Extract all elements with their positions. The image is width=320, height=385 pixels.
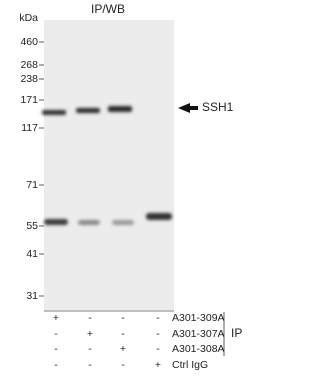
blot — [44, 20, 174, 310]
band — [112, 220, 134, 225]
group-label: IP — [231, 326, 242, 340]
marker-label: 71 — [26, 179, 38, 191]
cell: - — [156, 343, 160, 355]
cell: + — [155, 359, 161, 371]
cell: + — [53, 312, 59, 324]
band — [108, 106, 132, 112]
cell: + — [120, 343, 126, 355]
row-label: A301-309A — [172, 312, 225, 324]
marker-label: 268 — [20, 59, 38, 71]
arrow — [178, 103, 198, 113]
band — [76, 108, 100, 113]
cell: - — [121, 328, 125, 340]
cell: - — [54, 328, 58, 340]
band-label: SSH1 — [202, 100, 234, 114]
band — [78, 220, 100, 225]
cell: - — [88, 312, 92, 324]
marker-label: 171 — [20, 94, 38, 106]
cell: - — [121, 312, 125, 324]
figure: IP/WB kDa SSH1 IP 460 268 238 171 117 71 55 41 3… — [19, 2, 242, 371]
cell: + — [87, 328, 93, 340]
cell: - — [88, 343, 92, 355]
title: IP/WB — [91, 2, 125, 16]
cell: - — [54, 343, 58, 355]
bands — [42, 106, 172, 225]
cell: - — [156, 328, 160, 340]
band — [42, 110, 66, 115]
unit-label: kDa — [19, 12, 38, 24]
row-label: A301-308A — [172, 343, 225, 355]
marker-label: 460 — [20, 36, 38, 48]
row-label: A301-307A — [172, 328, 225, 340]
cell: - — [54, 359, 58, 371]
marker-label: 117 — [21, 122, 38, 134]
marker-label: 238 — [20, 73, 38, 85]
row-label: Ctrl IgG — [172, 359, 208, 371]
cell: - — [88, 359, 92, 371]
band — [146, 213, 172, 220]
marker-label: 31 — [26, 290, 38, 302]
cell: - — [156, 312, 160, 324]
band — [44, 219, 68, 225]
marker-label: 41 — [26, 248, 38, 260]
cell: - — [121, 359, 125, 371]
marker-label: 55 — [26, 220, 38, 232]
